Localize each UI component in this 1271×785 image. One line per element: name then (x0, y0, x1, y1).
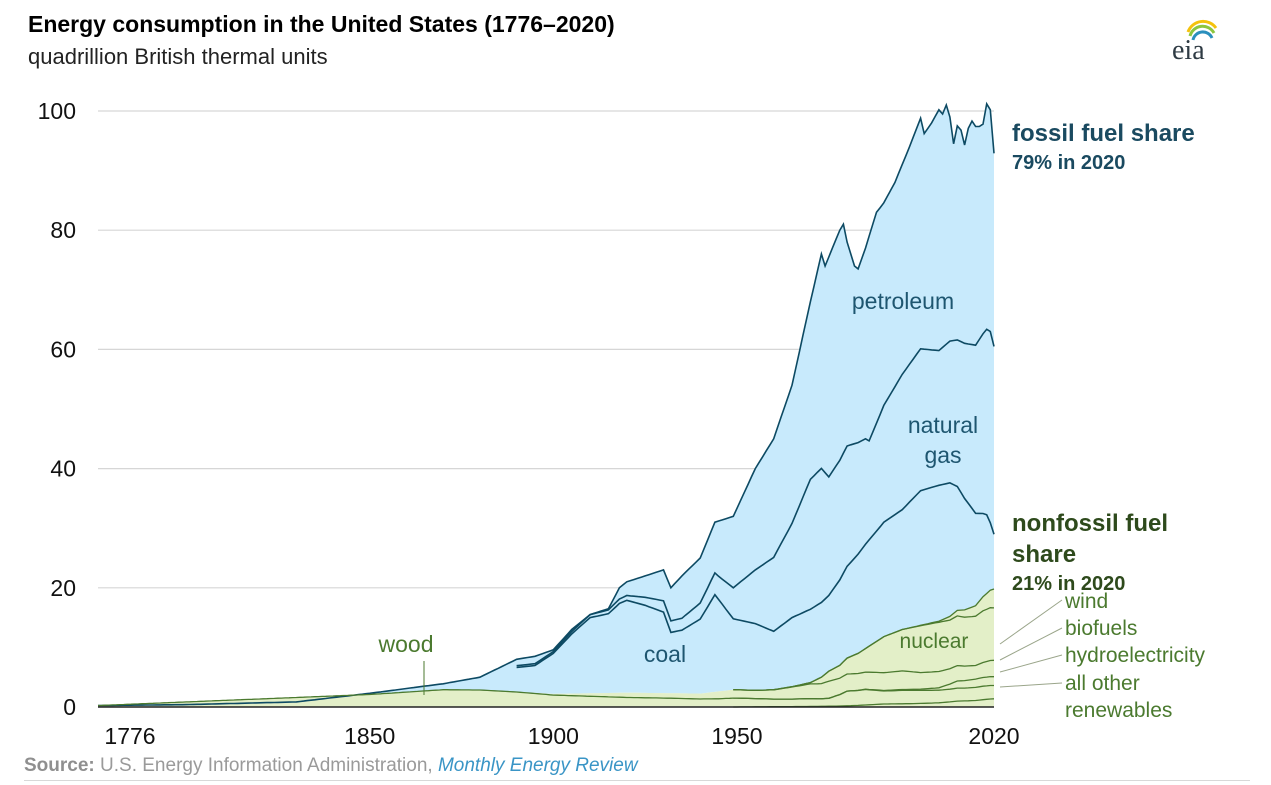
eia-logo: eia (1172, 19, 1218, 64)
x-tick-label: 1900 (528, 723, 579, 749)
label-natural-gas-1: natural (908, 412, 978, 438)
x-tick-label: 1950 (711, 723, 762, 749)
series-line-coal (516, 482, 995, 669)
footer-divider (24, 780, 1250, 781)
leader-line (999, 682, 1063, 688)
y-tick-label: 0 (63, 694, 76, 720)
source-note: Source: U.S. Energy Information Administ… (24, 755, 638, 777)
series-line-wind (733, 588, 995, 691)
chart-title: Energy consumption in the United States … (28, 11, 615, 37)
x-tick-label: 1850 (344, 723, 395, 749)
axis-labels: 0 20 40 60 80 100 1776 1850 1900 1950 2020 (38, 98, 1020, 749)
y-tick-label: 80 (50, 217, 76, 243)
y-tick-label: 100 (38, 98, 76, 124)
y-tick-label: 60 (50, 336, 76, 362)
chart-subtitle: quadrillion British thermal units (28, 44, 328, 69)
nonfossil-share-title-2: share (1012, 541, 1076, 568)
nonfossil-share-value: 21% in 2020 (1012, 573, 1125, 595)
x-tick-label: 2020 (968, 723, 1019, 749)
energy-consumption-chart: 0 20 40 60 80 100 1776 1850 1900 1950 2020 petrole… (38, 98, 1206, 749)
source-link[interactable]: Monthly Energy Review (437, 755, 638, 776)
y-tick-label: 40 (50, 456, 76, 482)
leader-line (999, 627, 1063, 661)
source-label: Source: (24, 755, 95, 776)
label-hydroelectricity: hydroelectricity (1065, 644, 1206, 667)
logo-arc-yellow (1186, 19, 1218, 33)
chart-annotations: petroleum natural gas coal nuclear wood fossil… (378, 120, 1206, 722)
fossil-area (98, 103, 994, 706)
leader-line (999, 654, 1063, 673)
label-natural-gas-2: gas (924, 442, 961, 468)
x-tick-label: 1776 (104, 723, 155, 749)
fossil-share-title: fossil fuel share (1012, 120, 1195, 147)
y-tick-label: 20 (50, 575, 76, 601)
series-line-biofuels (733, 675, 995, 700)
leader-line (999, 599, 1063, 645)
logo-text: eia (1172, 35, 1205, 64)
label-all-other: all other (1065, 672, 1140, 695)
label-coal: coal (644, 641, 686, 667)
series-lines (97, 101, 995, 708)
series-line-petroleum (98, 101, 995, 707)
nonfossil-area (98, 589, 994, 707)
logo-arc-blue (1191, 30, 1214, 41)
fossil-share-value: 79% in 2020 (1012, 152, 1125, 174)
label-wood: wood (378, 631, 434, 657)
nonfossil-share-title-1: nonfossil fuel (1012, 510, 1168, 537)
logo-arc-green (1188, 24, 1216, 37)
label-nuclear: nuclear (900, 630, 969, 653)
label-renewables: renewables (1065, 699, 1172, 722)
label-petroleum: petroleum (852, 288, 954, 314)
source-text: U.S. Energy Information Administration, (100, 755, 433, 776)
label-wind: wind (1064, 590, 1108, 613)
chart-areas (98, 103, 994, 707)
label-biofuels: biofuels (1065, 617, 1137, 640)
